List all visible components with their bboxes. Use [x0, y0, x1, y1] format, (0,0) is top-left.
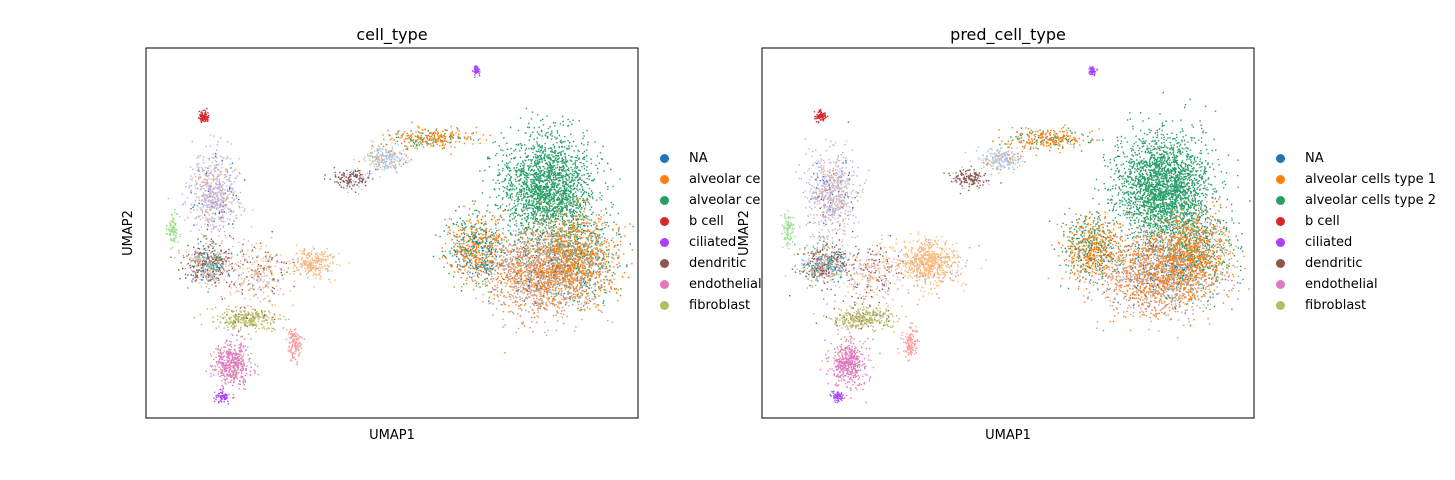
point-cluster-bcell	[198, 107, 210, 124]
legend-marker-icon	[1276, 301, 1285, 310]
point-cluster-lg	[780, 210, 796, 250]
point-cluster-peach	[187, 134, 350, 311]
x-axis-label: UMAP1	[369, 428, 415, 443]
scatter-points	[780, 66, 1251, 404]
legend-item: alveolar cells type 1	[1276, 169, 1436, 190]
legend-item: NA	[660, 148, 762, 169]
legend-label: dendritic	[1305, 256, 1363, 271]
legend-item: dendritic	[660, 253, 762, 274]
point-cluster-at1	[983, 124, 1250, 332]
point-cluster-cil	[213, 65, 481, 405]
legend-item: fibroblast	[1276, 295, 1436, 316]
scatter-panel-cell-type: cell_type UMAP1 UMAP2	[121, 25, 639, 443]
legend-label: fibroblast	[1305, 298, 1367, 313]
point-cluster-salmon	[897, 322, 920, 362]
legend-label: ciliated	[689, 235, 737, 250]
scatter-points	[165, 65, 634, 405]
legend-pred-cell-type: NA alveolar cells type 1 alveolar cells …	[1276, 148, 1436, 316]
point-cluster-lav	[177, 135, 294, 313]
point-cluster-endo	[205, 329, 260, 396]
legend-marker-icon	[1276, 217, 1285, 226]
x-axis-label: UMAP1	[985, 428, 1031, 443]
scatter-panel-pred-cell-type: pred_cell_type UMAP1 UMAP2	[737, 25, 1255, 443]
legend-marker-icon	[1276, 259, 1285, 268]
point-cluster-endo	[819, 325, 881, 404]
legend-item: alveolar ce	[660, 169, 762, 190]
legend-item: NA	[1276, 148, 1436, 169]
legend-item: endothelial	[1276, 274, 1436, 295]
legend-marker-icon	[1276, 154, 1285, 163]
legend-marker-icon	[660, 259, 669, 268]
legend-label: fibroblast	[689, 298, 751, 313]
chart-title: cell_type	[356, 25, 427, 45]
plot-frame	[761, 47, 1255, 419]
legend-marker-icon	[1276, 238, 1285, 247]
legend-item: ciliated	[1276, 232, 1436, 253]
legend-label: alveolar cells type 1	[1305, 172, 1436, 187]
legend-marker-icon	[660, 238, 669, 247]
legend-label: NA	[1305, 151, 1324, 166]
point-cluster-at1	[358, 121, 633, 354]
legend-label: endothelial	[1305, 277, 1378, 292]
point-cluster-bcell	[813, 108, 829, 124]
point-cluster-lav	[784, 138, 930, 322]
plot-frame	[145, 47, 639, 419]
legend-item: dendritic	[1276, 253, 1436, 274]
point-cluster-salmon	[285, 328, 306, 366]
point-cluster-lg	[165, 197, 182, 250]
legend-marker-icon	[1276, 280, 1285, 289]
legend-label: b cell	[1305, 214, 1340, 229]
point-cluster-den	[170, 167, 377, 333]
legend-item: alveolar cells type 2	[1276, 190, 1436, 211]
legend-item: b cell	[1276, 211, 1436, 232]
legend-cell-type: NA alveolar ce alveolar ce b cell ciliat…	[660, 148, 762, 316]
y-axis-label: UMAP2	[737, 210, 752, 256]
legend-item: endothelial	[660, 274, 762, 295]
point-cluster-fib	[173, 237, 290, 398]
legend-marker-icon	[660, 217, 669, 226]
legend-marker-icon	[660, 280, 669, 289]
chart-title: pred_cell_type	[950, 25, 1066, 45]
legend-item: alveolar ce	[660, 190, 762, 211]
point-cluster-cyan	[794, 235, 846, 300]
point-cluster-peach	[798, 140, 987, 320]
legend-item: fibroblast	[660, 295, 762, 316]
legend-marker-icon	[660, 154, 669, 163]
legend-label: alveolar ce	[689, 172, 761, 187]
legend-item: ciliated	[660, 232, 762, 253]
y-axis-label: UMAP2	[121, 210, 136, 256]
legend-label: NA	[689, 151, 708, 166]
legend-label: dendritic	[689, 256, 747, 271]
legend-label: ciliated	[1305, 235, 1353, 250]
point-cluster-bv	[339, 140, 410, 195]
point-cluster-cil	[829, 66, 1099, 404]
legend-marker-icon	[1276, 196, 1285, 205]
legend-item: b cell	[660, 211, 762, 232]
point-cluster-bv	[952, 139, 1026, 190]
legend-label: endothelial	[689, 277, 762, 292]
legend-label: alveolar ce	[689, 193, 761, 208]
legend-marker-icon	[1276, 175, 1285, 184]
legend-marker-icon	[660, 301, 669, 310]
legend-marker-icon	[660, 175, 669, 184]
point-cluster-tan	[283, 201, 630, 336]
legend-label: alveolar cells type 2	[1305, 193, 1436, 208]
legend-label: b cell	[689, 214, 724, 229]
legend-marker-icon	[660, 196, 669, 205]
point-cluster-at2	[385, 107, 634, 311]
